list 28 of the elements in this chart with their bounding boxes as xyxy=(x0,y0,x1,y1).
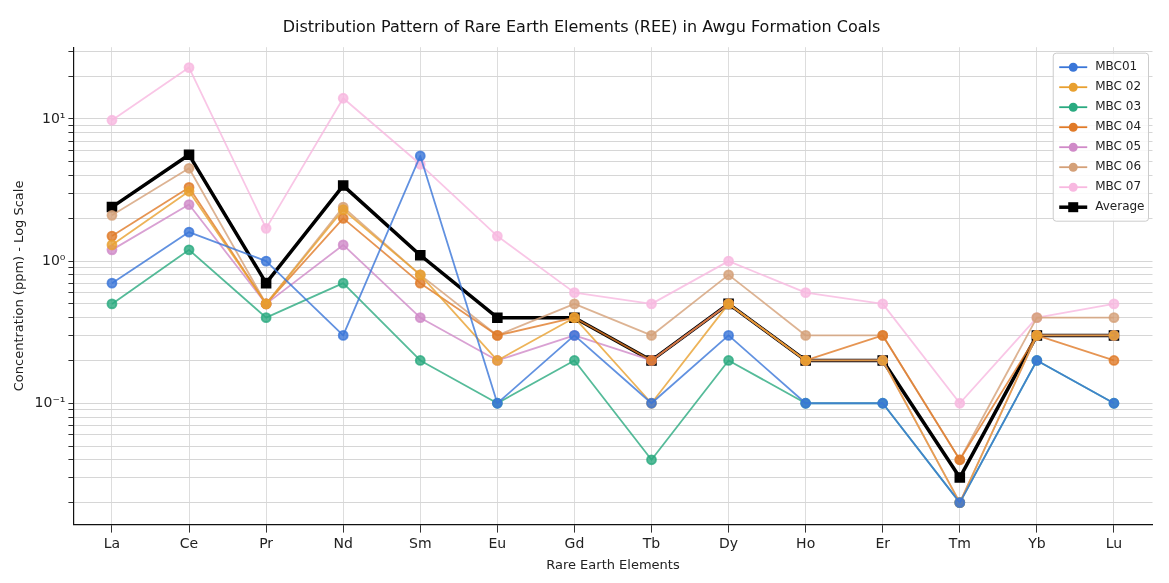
x-axis-title: Rare Earth Elements xyxy=(546,556,680,572)
x-tick-label: Ho xyxy=(796,534,816,551)
legend-label: MBC01 xyxy=(1095,59,1138,74)
legend-label: MBC 04 xyxy=(1095,119,1142,134)
x-tick-label: La xyxy=(103,534,121,551)
legend-label: Average xyxy=(1095,199,1145,214)
x-tick-label: Er xyxy=(875,534,891,551)
x-tick-label: Sm xyxy=(409,534,432,551)
x-tick-label: Ce xyxy=(179,534,199,551)
x-tick-label: Dy xyxy=(719,534,739,551)
x-tick-label: Tb xyxy=(641,534,661,551)
x-tick-label: Tm xyxy=(947,534,971,551)
y-tick-label: 10⁻¹ xyxy=(34,393,66,410)
x-tick-label: Nd xyxy=(333,534,353,551)
x-tick-label: Yb xyxy=(1027,534,1046,551)
legend-label: MBC 02 xyxy=(1095,79,1142,94)
x-tick-label: Gd xyxy=(564,534,585,551)
chart-title: Distribution Pattern of Rare Earth Elements (REE) in Awgu Formation Coals xyxy=(282,16,881,36)
y-tick-label: 10¹ xyxy=(41,109,66,126)
x-tick-label: Lu xyxy=(1105,534,1123,551)
legend-label: MBC 07 xyxy=(1095,179,1142,194)
y-axis-title: Concentration (ppm) - Log Scale xyxy=(11,180,27,392)
x-tick-label: Pr xyxy=(259,534,274,551)
legend-label: MBC 03 xyxy=(1095,99,1142,114)
y-tick-label: 10⁰ xyxy=(41,251,66,268)
legend-label: MBC 05 xyxy=(1095,139,1142,154)
legend-label: MBC 06 xyxy=(1095,159,1142,174)
x-tick-label: Eu xyxy=(488,534,507,551)
